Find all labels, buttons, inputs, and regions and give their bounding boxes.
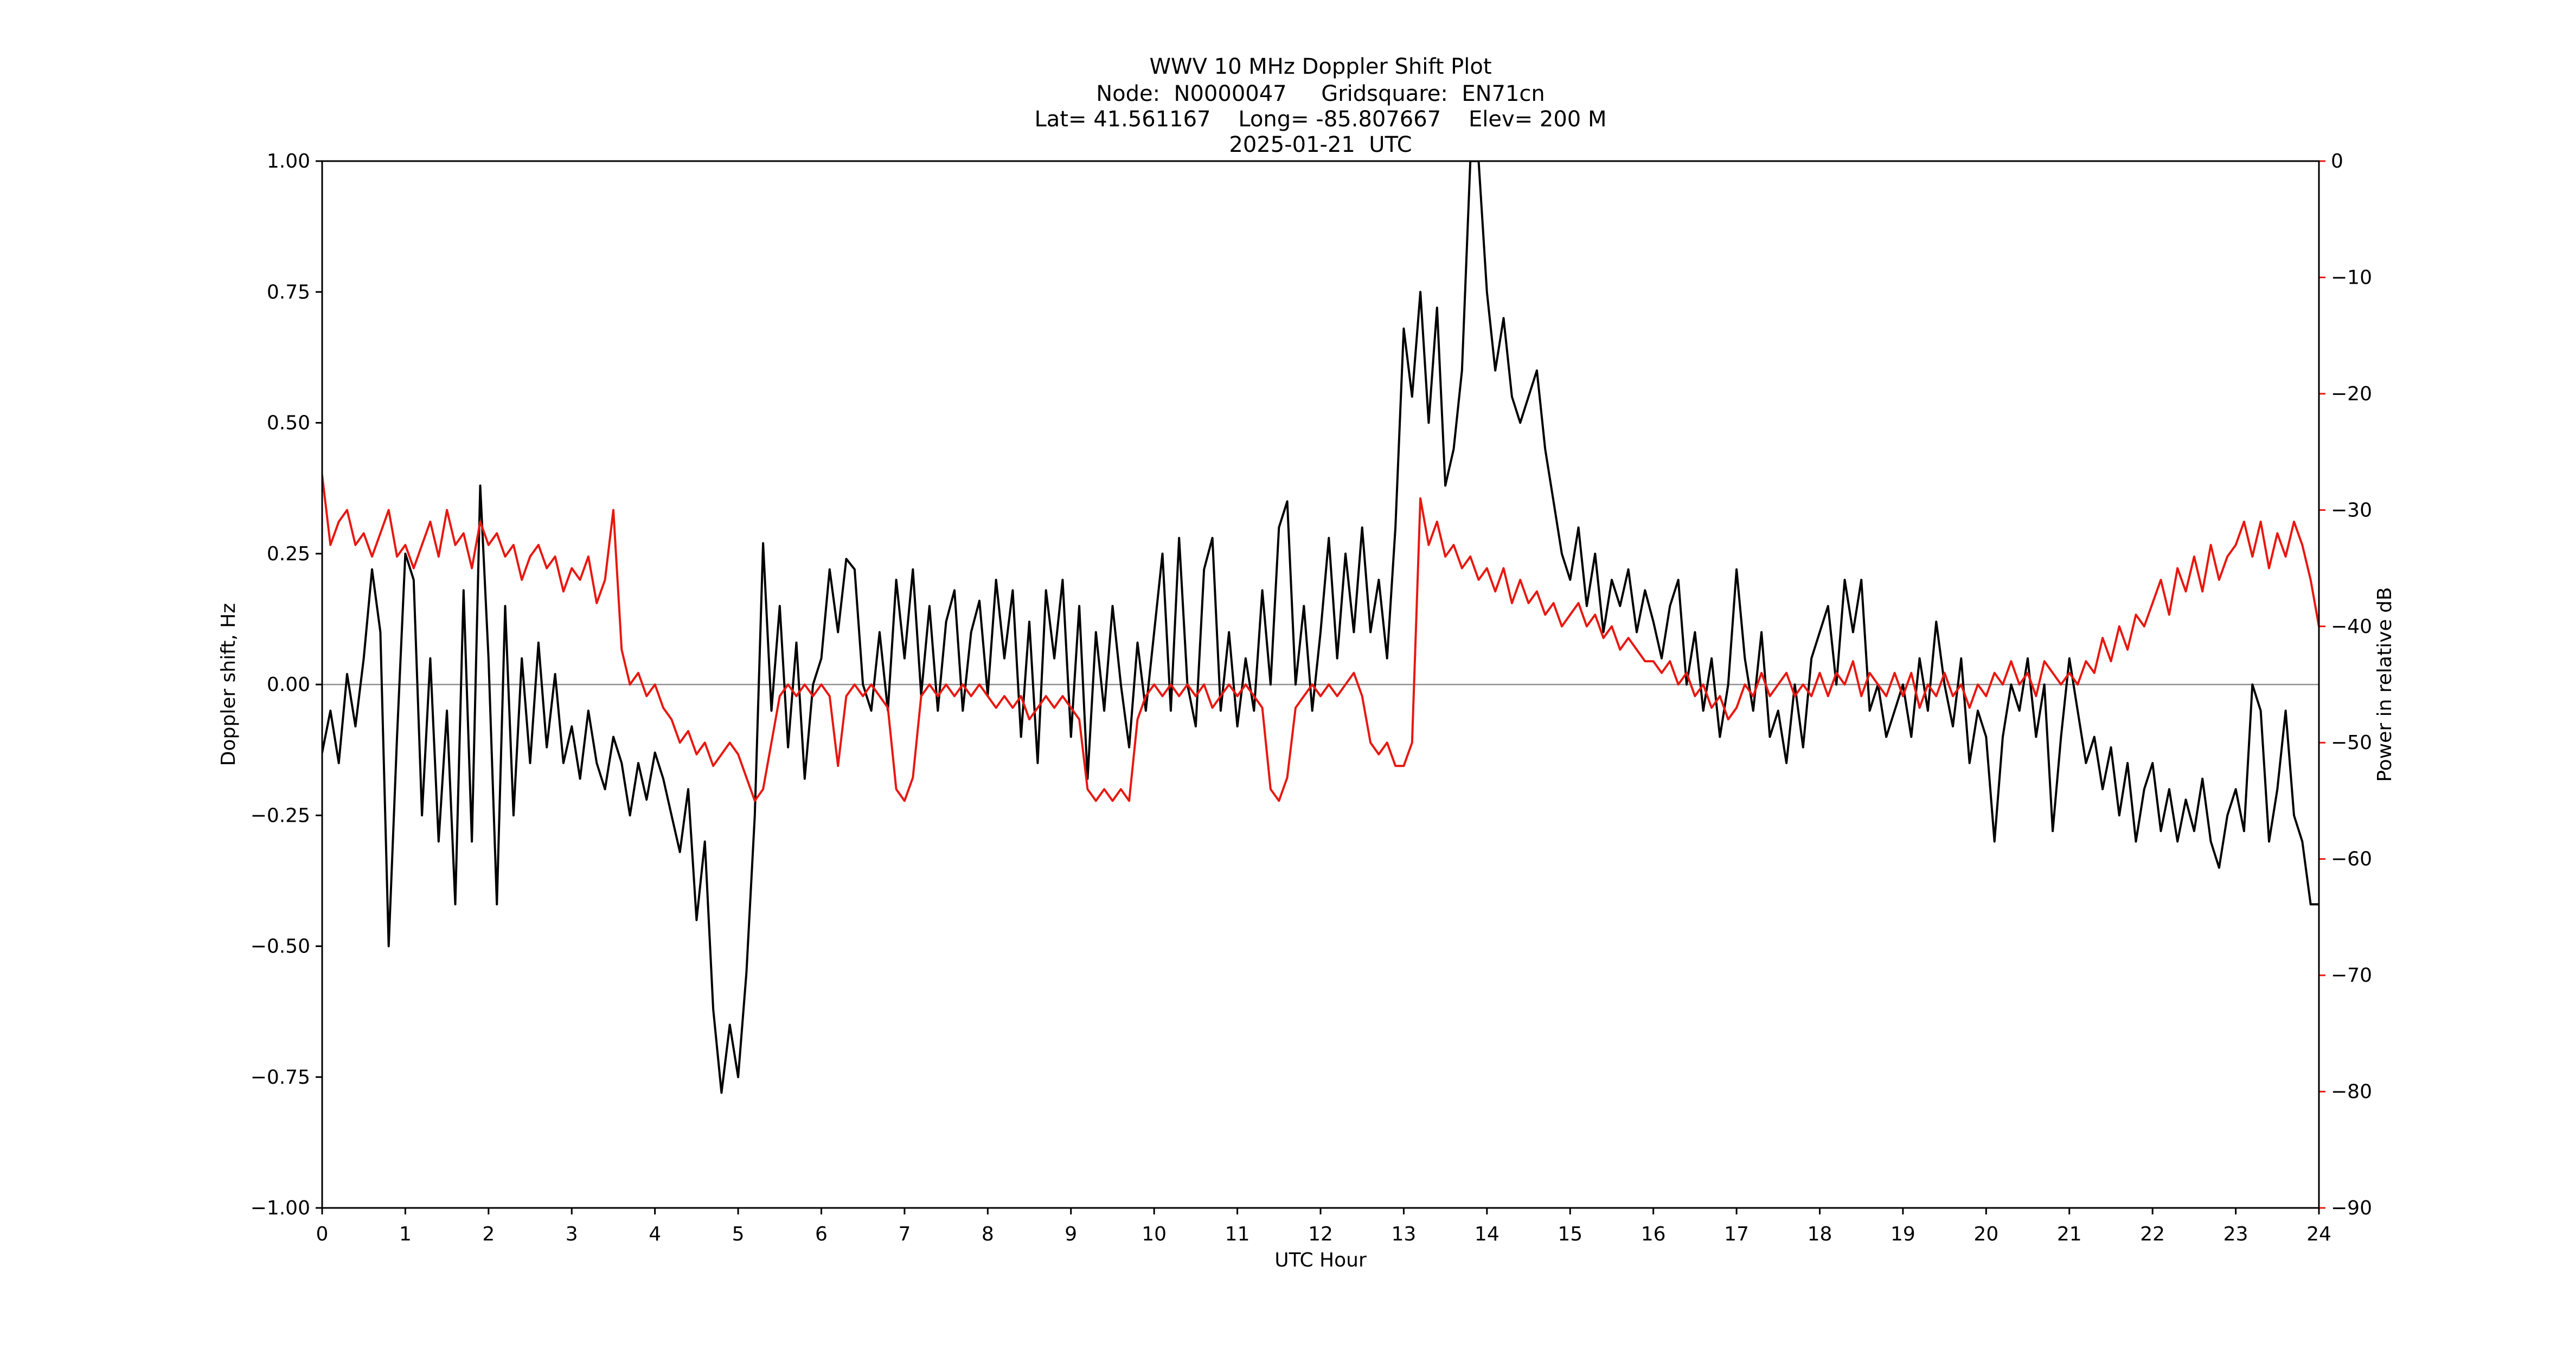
y-right-tick-label: −90 [2331, 1197, 2372, 1219]
x-tick-label: 19 [1891, 1223, 1915, 1245]
doppler-shift-line [322, 161, 2319, 1094]
x-tick-label: 23 [2223, 1223, 2248, 1245]
chart-subtitle-location: Lat= 41.561167 Long= -85.807667 Elev= 20… [1035, 107, 1607, 132]
x-tick-label: 3 [566, 1223, 578, 1245]
x-tick-label: 24 [2306, 1223, 2331, 1245]
y-right-tick-label: −40 [2331, 616, 2372, 638]
x-tick-label: 9 [1065, 1223, 1077, 1245]
y-right-tick-label: −50 [2331, 732, 2372, 754]
series-layer [322, 161, 2319, 1094]
y-right-tick-label: 0 [2331, 150, 2343, 172]
x-tick-label: 5 [732, 1223, 745, 1245]
x-tick-label: 7 [898, 1223, 911, 1245]
y-right-tick-label: −70 [2331, 964, 2372, 987]
y-right-tick-label: −80 [2331, 1081, 2372, 1103]
y-right-tick-label: −60 [2331, 848, 2372, 871]
x-tick-label: 20 [1973, 1223, 1998, 1245]
y-left-tick-label: −1.00 [251, 1197, 310, 1219]
x-tick-label: 10 [1142, 1223, 1167, 1245]
y-left-tick-label: 0.75 [267, 281, 310, 303]
y-left-tick-label: 0.50 [267, 412, 310, 434]
x-tick-label: 15 [1558, 1223, 1582, 1245]
x-tick-label: 4 [649, 1223, 661, 1245]
x-tick-label: 14 [1475, 1223, 1500, 1245]
x-axis-label: UTC Hour [1274, 1249, 1367, 1271]
plot-frame [321, 160, 2320, 1209]
power-line [322, 474, 2319, 802]
y-right-tick-label: −20 [2331, 383, 2372, 405]
x-tick-label: 0 [316, 1223, 329, 1245]
x-tick-label: 8 [982, 1223, 994, 1245]
y-left-tick-label: 0.25 [267, 543, 310, 565]
y-left-tick-label: −0.50 [251, 936, 310, 958]
y-left-tick-label: −0.25 [251, 804, 310, 827]
y-left-tick-label: −0.75 [251, 1066, 310, 1089]
x-tick-label: 6 [815, 1223, 828, 1245]
y-right-tick-label: −10 [2331, 266, 2372, 289]
y-right-tick-label: −30 [2331, 499, 2372, 521]
x-tick-label: 16 [1641, 1223, 1666, 1245]
x-tick-label: 2 [482, 1223, 495, 1245]
chart-subtitle-date: 2025-01-21 UTC [1229, 132, 1412, 157]
y-axis-label-left: Doppler shift, Hz [217, 603, 240, 766]
chart-title: WWV 10 MHz Doppler Shift Plot [1149, 54, 1491, 79]
x-tick-label: 11 [1225, 1223, 1250, 1245]
ticks-layer: 0 1 2 3 4 5 6 7 8 9 10 11 12 13 14 15 16 17 18 19 20 21 22 23 24… [251, 150, 2372, 1245]
x-tick-label: 17 [1724, 1223, 1749, 1245]
x-tick-label: 1 [399, 1223, 412, 1245]
x-tick-label: 12 [1308, 1223, 1333, 1245]
x-tick-label: 21 [2057, 1223, 2082, 1245]
x-tick-label: 18 [1808, 1223, 1832, 1245]
y-left-tick-label: 0.00 [267, 674, 310, 696]
x-tick-label: 22 [2140, 1223, 2165, 1245]
x-tick-label: 13 [1392, 1223, 1417, 1245]
y-axis-label-right: Power in relative dB [2374, 587, 2396, 782]
y-left-tick-label: 1.00 [267, 150, 310, 172]
chart-subtitle-node: Node: N0000047 Gridsquare: EN71cn [1096, 81, 1545, 106]
